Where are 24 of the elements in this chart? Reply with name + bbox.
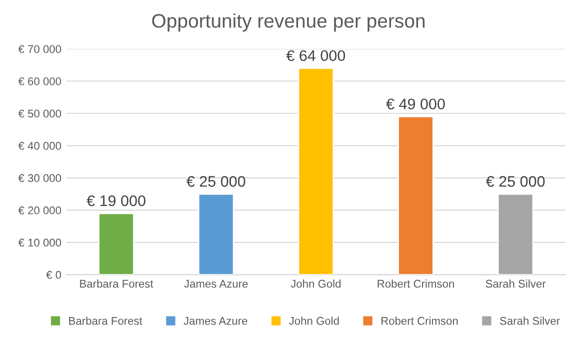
y-tick-label: € 60 000 bbox=[18, 77, 62, 86]
y-tick-label: € 20 000 bbox=[18, 206, 62, 214]
y-tick-label: € 30 000 bbox=[18, 174, 62, 182]
legend-label: John Gold bbox=[289, 316, 339, 325]
legend-label: James Azure bbox=[184, 317, 248, 325]
legend-label: Barbara Forest bbox=[69, 316, 142, 325]
y-tick-label: € 40 000 bbox=[18, 142, 62, 150]
x-tick-label: Barbara Forest bbox=[80, 280, 154, 288]
data-label: € 25 000 bbox=[486, 176, 545, 187]
legend-label: Sarah Silver bbox=[500, 316, 560, 325]
x-tick-label: Robert Crimson bbox=[378, 280, 454, 288]
x-tick-label: Sarah Silver bbox=[486, 280, 546, 288]
data-label: € 49 000 bbox=[386, 98, 445, 110]
y-tick-label: € 10 000 bbox=[18, 238, 62, 247]
legend-label: Robert Crimson bbox=[381, 316, 458, 325]
data-label: € 25 000 bbox=[186, 176, 246, 187]
y-tick-label: € 0 bbox=[46, 270, 62, 279]
chart-title: Opportunity revenue per person bbox=[152, 13, 425, 32]
y-tick-label: € 70 000 bbox=[18, 45, 62, 53]
x-tick-label: James Azure bbox=[184, 280, 248, 288]
y-tick-label: € 50 000 bbox=[18, 110, 62, 118]
x-tick-label: John Gold bbox=[290, 280, 341, 288]
data-label: € 19 000 bbox=[86, 195, 146, 206]
data-label: € 64 000 bbox=[286, 50, 346, 62]
